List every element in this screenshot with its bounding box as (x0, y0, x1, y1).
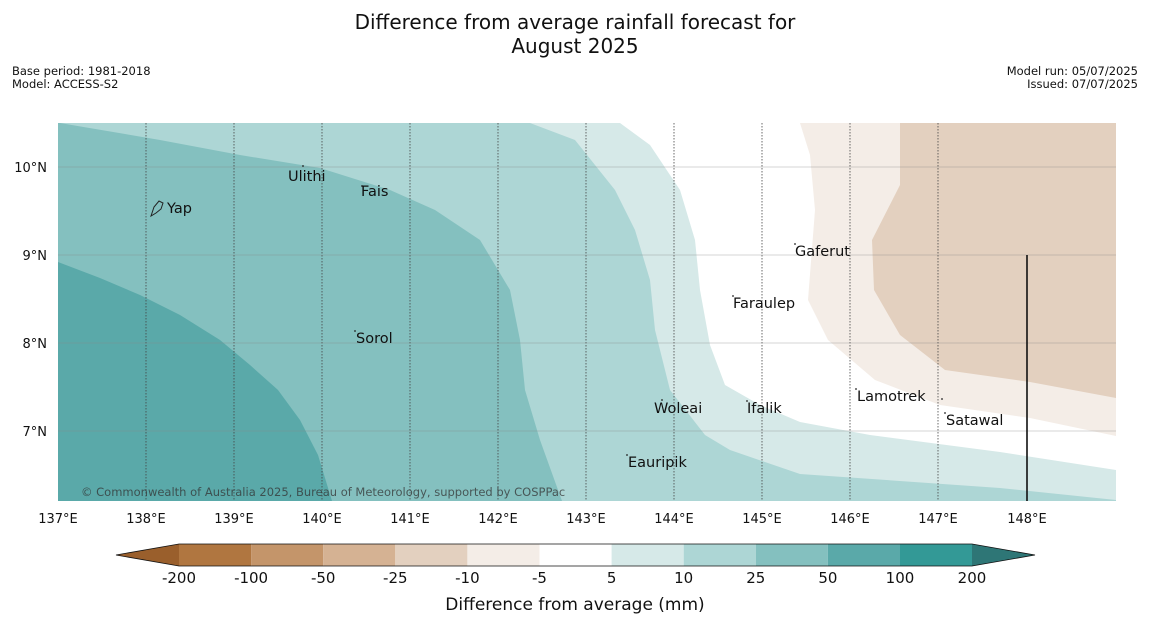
latitude-gridlines (58, 166, 1116, 432)
lon-label-142: 142°E (478, 512, 518, 527)
place-label-ulithi: Ulithi (288, 169, 326, 185)
place-label-ifalik: Ifalik (747, 401, 782, 417)
lon-label-140: 140°E (302, 512, 342, 527)
colorbar-tick: 5 (607, 569, 617, 587)
colorbar-swatch-11 (900, 544, 972, 566)
place-labels: Ulithi Fais Yap Gaferut Faraulep Sorol L… (166, 169, 1003, 471)
lon-label-137: 137°E (38, 512, 78, 527)
colorbar-tick: -5 (532, 569, 547, 587)
colorbar-tick: 25 (746, 569, 765, 587)
colorbar-swatch-8 (683, 544, 756, 566)
colorbar-swatch-7 (611, 544, 684, 566)
colorbar-tick: 100 (886, 569, 915, 587)
lon-label-138: 138°E (126, 512, 166, 527)
lat-label-9n: 9°N (23, 249, 48, 264)
lon-label-141: 141°E (390, 512, 430, 527)
meta-left: Base period: 1981-2018 Model: ACCESS-S2 (12, 65, 151, 91)
colorbar-swatch-6 (539, 544, 612, 566)
colorbar-high-extension (972, 544, 1035, 566)
colorbar (115, 543, 1036, 567)
colorbar-swatch-3 (323, 544, 396, 566)
copyright-text: © Commonwealth of Australia 2025, Bureau… (81, 485, 565, 499)
lon-label-145: 145°E (742, 512, 782, 527)
colorbar-tick: -100 (234, 569, 268, 587)
colorbar-low-extension (116, 544, 179, 566)
title-line-1: Difference from average rainfall forecas… (354, 10, 796, 34)
colorbar-tick: 10 (674, 569, 693, 587)
place-label-yap: Yap (166, 201, 192, 217)
colorbar-swatch-4 (395, 544, 468, 566)
model-run-text: Model run: 05/07/2025 (1006, 64, 1138, 78)
issued-text: Issued: 07/07/2025 (1027, 77, 1138, 91)
yap-island-shape (150, 200, 164, 218)
colorbar-outline (115, 543, 1036, 567)
model-text: Model: ACCESS-S2 (12, 77, 119, 91)
place-label-fais: Fais (361, 184, 388, 200)
lon-label-148: 148°E (1007, 512, 1047, 527)
lon-label-143: 143°E (566, 512, 606, 527)
lon-label-139: 139°E (214, 512, 254, 527)
lat-label-10n: 10°N (14, 161, 47, 176)
colorbar-swatch-10 (827, 544, 900, 566)
colorbar-swatch-9 (755, 544, 828, 566)
place-label-woleai: Woleai (654, 401, 702, 417)
place-label-eauripik: Eauripik (628, 455, 687, 471)
lat-label-8n: 8°N (23, 337, 48, 352)
region-dark-teal (58, 262, 332, 501)
base-period-text: Base period: 1981-2018 (12, 64, 151, 78)
longitude-tick-labels: 137°E 138°E 139°E 140°E 141°E 142°E 143°… (38, 512, 1047, 527)
colorbar-swatch-2 (251, 544, 324, 566)
colorbar-tick: 200 (958, 569, 987, 587)
island-dots (302, 165, 946, 456)
colorbar-label: Difference from average (mm) (445, 595, 704, 615)
colorbar-tick: 50 (818, 569, 837, 587)
place-label-lamotrek: Lamotrek (857, 389, 926, 405)
chart-title: Difference from average rainfall forecas… (0, 10, 1150, 58)
meta-right: Model run: 05/07/2025 Issued: 07/07/2025 (1007, 65, 1138, 91)
colorbar-tick-labels: -200 -100 -50 -25 -10 -5 5 10 25 50 100 … (162, 569, 986, 587)
colorbar-tick: -10 (455, 569, 480, 587)
colorbar-swatch-1 (179, 544, 252, 566)
colorbar-swatch-5 (467, 544, 540, 566)
lon-label-147: 147°E (918, 512, 958, 527)
place-label-gaferut: Gaferut (795, 244, 850, 260)
place-label-satawal: Satawal (946, 413, 1003, 429)
map-area: Ulithi Fais Yap Gaferut Faraulep Sorol L… (58, 123, 1116, 501)
lat-label-7n: 7°N (23, 425, 48, 440)
colorbar-tick: -200 (162, 569, 196, 587)
colorbar-tick: -50 (311, 569, 336, 587)
colorbar-tick: -25 (383, 569, 408, 587)
lon-label-144: 144°E (654, 512, 694, 527)
title-line-2: August 2025 (511, 34, 639, 58)
lon-label-146: 146°E (830, 512, 870, 527)
latitude-tick-labels: 10°N 9°N 8°N 7°N (14, 161, 47, 440)
longitude-gridlines (145, 123, 939, 501)
place-label-faraulep: Faraulep (733, 296, 795, 312)
place-label-sorol: Sorol (356, 331, 393, 347)
